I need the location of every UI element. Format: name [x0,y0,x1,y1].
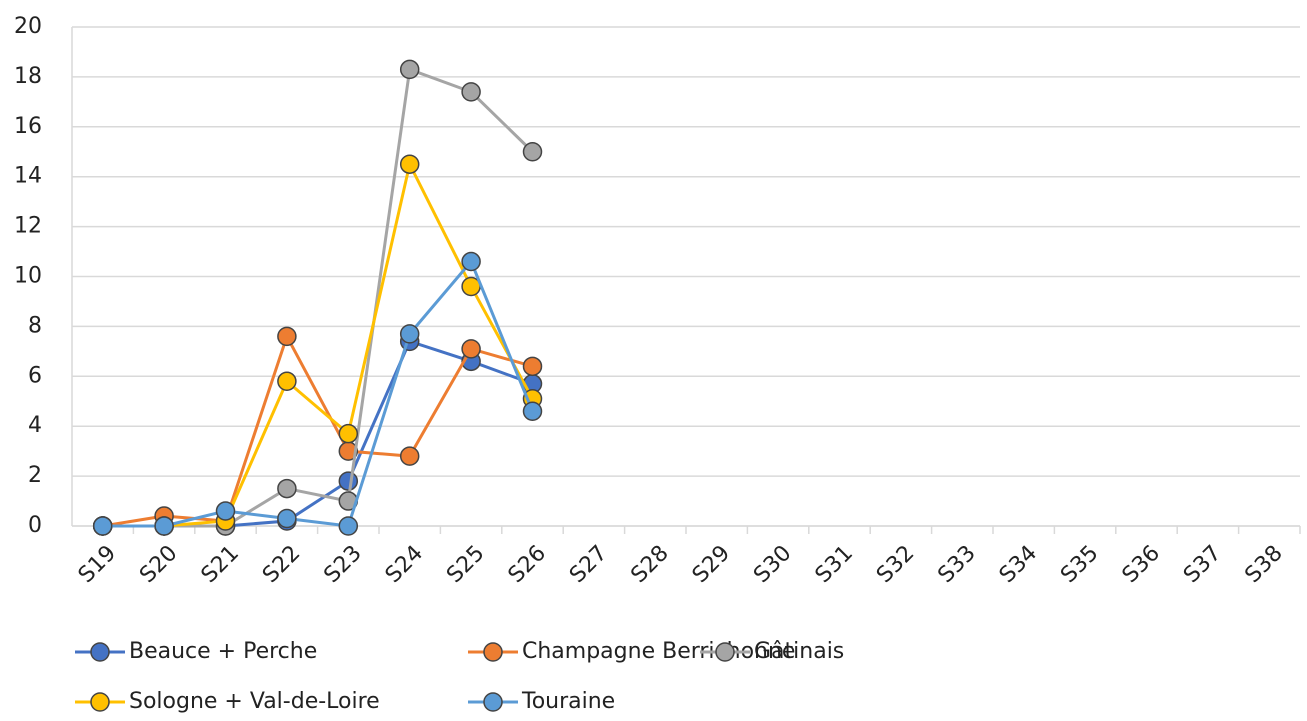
data-point [461,339,481,359]
legend-marker [90,692,110,712]
legend-label: Beauce + Perche [129,639,317,664]
y-tick-label: 10 [14,264,42,289]
y-tick-label: 6 [28,363,42,388]
data-point [277,371,297,392]
x-tick-label: S38 [1240,541,1287,588]
data-point [154,516,174,536]
data-point [277,326,297,347]
data-point [92,516,113,536]
legend-label: Gâtinais [754,639,844,664]
data-point [338,516,359,536]
data-point [277,508,297,529]
x-tick-label: S24 [381,541,428,588]
series-line [102,159,534,528]
data-point [461,251,481,272]
series-line [102,258,534,528]
x-tick-label: S25 [442,541,489,588]
series-line [102,67,534,528]
y-tick-label: 4 [28,413,42,438]
x-tick-label: S26 [504,541,551,588]
y-tick-label: 20 [14,14,42,39]
data-point [399,59,420,80]
x-tick-label: S19 [74,541,121,588]
x-tick-label: S32 [872,541,919,588]
x-tick-label: S35 [1056,541,1103,588]
y-tick-label: 14 [14,164,42,189]
data-point [338,423,359,444]
legend-label: Sologne + Val-de-Loire [129,689,380,714]
data-point [522,356,543,377]
x-tick-label: S37 [1179,541,1226,588]
x-tick-label: S22 [258,541,305,588]
data-point [277,478,297,499]
x-tick-label: S21 [197,541,244,588]
data-point [399,446,420,466]
x-tick-label: S28 [626,541,673,588]
x-tick-label: S29 [688,541,735,588]
legend-marker [483,692,503,712]
legend-label: Touraine [521,689,615,714]
y-tick-label: 2 [28,463,42,488]
data-point [215,501,236,521]
x-tick-label: S33 [933,541,980,588]
data-point [522,142,543,162]
data-point [522,401,543,421]
y-tick-label: 16 [14,114,42,139]
data-point [399,324,420,344]
y-tick-label: 0 [28,513,42,538]
series-line [102,332,533,528]
x-tick-label: S23 [319,541,366,588]
x-tick-label: S31 [811,541,858,588]
data-point [338,471,359,491]
x-tick-label: S34 [995,541,1042,588]
x-tick-label: S27 [565,541,612,588]
y-tick-label: 12 [14,214,42,239]
data-point [461,82,481,102]
y-tick-label: 18 [14,64,42,89]
x-tick-label: S20 [135,541,182,588]
legend-marker [90,642,110,662]
data-point [399,154,420,174]
y-tick-label: 8 [28,313,42,338]
legend-marker [715,642,735,662]
x-tick-label: S30 [749,541,796,588]
x-tick-label: S36 [1118,541,1165,588]
legend-marker [483,642,503,662]
